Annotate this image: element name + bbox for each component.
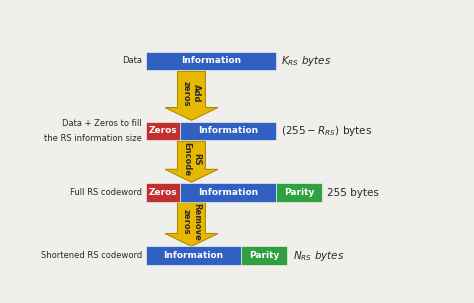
Bar bbox=[181, 122, 276, 140]
Text: Information: Information bbox=[181, 56, 241, 65]
Text: Data + Zeros to fill: Data + Zeros to fill bbox=[62, 119, 142, 128]
Text: 255 bytes: 255 bytes bbox=[328, 188, 379, 198]
Text: Zeros: Zeros bbox=[149, 188, 177, 197]
Polygon shape bbox=[165, 71, 218, 120]
Bar bbox=[146, 122, 181, 140]
Text: Add
zeros: Add zeros bbox=[182, 81, 201, 106]
Text: the RS information size: the RS information size bbox=[44, 134, 142, 143]
Bar bbox=[146, 183, 181, 202]
Text: Shortened RS codeword: Shortened RS codeword bbox=[41, 251, 142, 260]
Bar bbox=[276, 183, 322, 202]
Bar bbox=[146, 246, 241, 265]
Bar bbox=[241, 246, 287, 265]
Text: Parity: Parity bbox=[284, 188, 314, 197]
Text: $N_{RS}$ bytes: $N_{RS}$ bytes bbox=[292, 249, 344, 263]
Polygon shape bbox=[165, 141, 218, 182]
Text: Remove
zeros: Remove zeros bbox=[182, 203, 201, 241]
Text: Information: Information bbox=[163, 251, 223, 260]
Text: Full RS codeword: Full RS codeword bbox=[70, 188, 142, 197]
Polygon shape bbox=[165, 202, 218, 246]
Text: Information: Information bbox=[198, 188, 258, 197]
Text: $(255 - R_{RS})$ bytes: $(255 - R_{RS})$ bytes bbox=[282, 124, 373, 138]
Text: Zeros: Zeros bbox=[149, 126, 177, 135]
Text: Data: Data bbox=[122, 56, 142, 65]
Bar bbox=[146, 52, 276, 70]
Text: RS
Encode: RS Encode bbox=[182, 142, 201, 176]
Text: Parity: Parity bbox=[249, 251, 279, 260]
Text: $K_{RS}$ bytes: $K_{RS}$ bytes bbox=[282, 54, 332, 68]
Bar bbox=[181, 183, 276, 202]
Text: Information: Information bbox=[198, 126, 258, 135]
